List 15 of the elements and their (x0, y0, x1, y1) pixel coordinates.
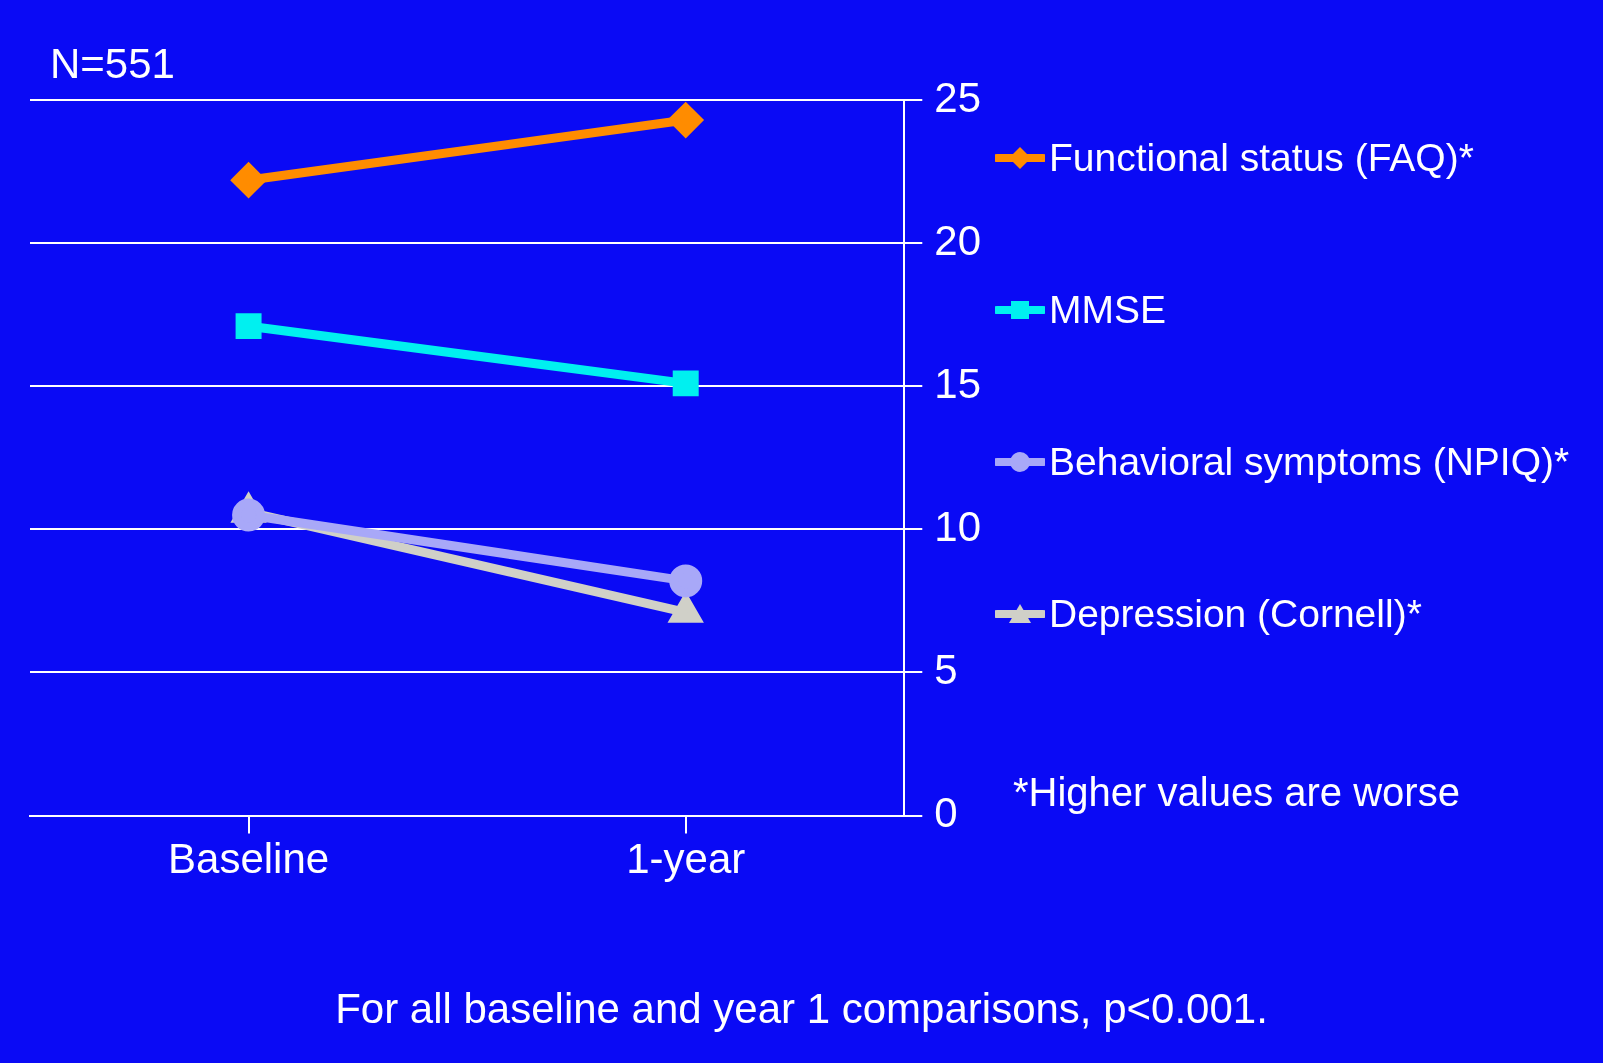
legend-label: MMSE (1049, 287, 1166, 333)
legend-label: Depression (Cornell)* (1049, 591, 1422, 637)
y-tick-label: 15 (934, 359, 981, 407)
y-tick-label: 10 (934, 502, 981, 550)
y-tick-label: 20 (934, 216, 981, 264)
text: N=551 (50, 40, 175, 88)
text: *Higher values are worse (1013, 770, 1460, 815)
x-tick-label: Baseline (168, 835, 330, 883)
legend-label: Behavioral symptoms (NPIQ)* (1049, 439, 1570, 485)
y-tick-label: 0 (934, 789, 958, 837)
text: For all baseline and year 1 comparisons, p<0.001. (334, 985, 1269, 1033)
y-tick-label: 25 (934, 73, 981, 121)
x-tick-label: 1-year (626, 835, 746, 883)
y-tick-label: 5 (934, 646, 958, 694)
legend-label: Functional status (FAQ)* (1049, 135, 1474, 181)
